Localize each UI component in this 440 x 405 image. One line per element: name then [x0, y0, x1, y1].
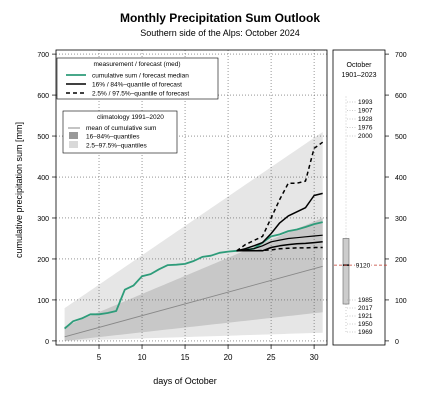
y-tick-label: 200 [37, 257, 49, 264]
year-label-top: 2000 [358, 133, 373, 140]
side-header-period: 1901–2023 [341, 72, 376, 79]
y-tick-label: 400 [37, 175, 49, 182]
legend-measurement-box [56, 57, 219, 100]
x-axis-label: days of October [153, 376, 217, 386]
x-tick-label: 25 [267, 353, 276, 362]
legend-item-clim-outer: 2.5–97.5%–quantiles [86, 143, 147, 150]
x-tick-label: 20 [224, 353, 233, 362]
series-clim-mean [64, 265, 323, 338]
legend-item-clim-inner: 16–84%–quantiles [86, 134, 140, 141]
y-axis-label: cumulative precipitation sum [mm] [14, 122, 24, 258]
median-marker-label: 9120 [356, 263, 371, 270]
y-tick-label: 500 [37, 134, 49, 141]
legend-climatology-title: climatology 1991–2020 [97, 114, 164, 121]
legend-item-forecast-2-97: 2.5% / 97.5%–quantile of forecast [92, 91, 189, 98]
x-tick-label: 15 [181, 353, 190, 362]
legend-swatch-clim-outer [69, 141, 78, 148]
y-tick-label: 600 [37, 93, 49, 100]
series-forecast-97 [236, 141, 324, 252]
side-y-tick-label: 200 [395, 257, 407, 264]
y-tick-label: 100 [37, 298, 49, 305]
legend-item-measurement: cumulative sum / forecast median [92, 73, 189, 80]
side-y-tick-label: 400 [395, 175, 407, 182]
year-label-bottom: 1950 [358, 321, 373, 328]
side-y-tick-label: 500 [395, 134, 407, 141]
x-tick-label: 10 [138, 353, 147, 362]
year-label-top: 1928 [358, 116, 373, 123]
side-y-tick-label: 700 [395, 52, 407, 59]
x-tick-label: 5 [97, 353, 102, 362]
side-panel-frame [332, 49, 386, 346]
legend-measurement-title: measurement / forecast (med) [93, 61, 180, 68]
x-tick-label: 30 [310, 353, 319, 362]
chart-title: Monthly Precipitation Sum Outlook [120, 11, 320, 25]
year-label-bottom: 1921 [358, 313, 373, 320]
legend-climatology: climatology 1991–2020 mean of cumulative… [62, 110, 178, 154]
chart-subtitle: Southern side of the Alps: October 2024 [140, 28, 300, 38]
year-label-bottom: 2017 [358, 305, 373, 312]
side-y-tick-label: 600 [395, 93, 407, 100]
box-iqr [342, 238, 350, 305]
side-header-month: October [347, 62, 373, 69]
year-label-bottom: 1969 [358, 329, 373, 336]
plot-frame [55, 49, 328, 346]
series-forecast-84 [236, 192, 323, 252]
side-y-tick-label: 300 [395, 216, 407, 223]
y-tick-label: 300 [37, 216, 49, 223]
legend-item-clim-mean: mean of cumulative sum [86, 125, 156, 132]
series-cumulative-sum [64, 221, 323, 330]
legend-climatology-box [62, 110, 178, 154]
legend-swatch-clim-inner [69, 132, 78, 139]
series-forecast-median [236, 234, 323, 252]
legend-item-forecast-16-84: 16% / 84%–quantile of forecast [92, 82, 182, 89]
y-tick-label: 700 [37, 52, 49, 59]
year-label-bottom: 1985 [358, 297, 373, 304]
year-label-top: 1976 [358, 125, 373, 132]
y-tick-label: 0 [45, 339, 49, 346]
year-label-top: 1907 [358, 108, 373, 115]
series-forecast-2 [236, 246, 323, 252]
side-y-tick-label: 100 [395, 298, 407, 305]
year-label-top: 1993 [358, 99, 373, 106]
legend-measurement: measurement / forecast (med) cumulative … [56, 57, 219, 100]
clim-inner-band [64, 217, 323, 341]
side-y-tick-label: 0 [395, 339, 399, 346]
